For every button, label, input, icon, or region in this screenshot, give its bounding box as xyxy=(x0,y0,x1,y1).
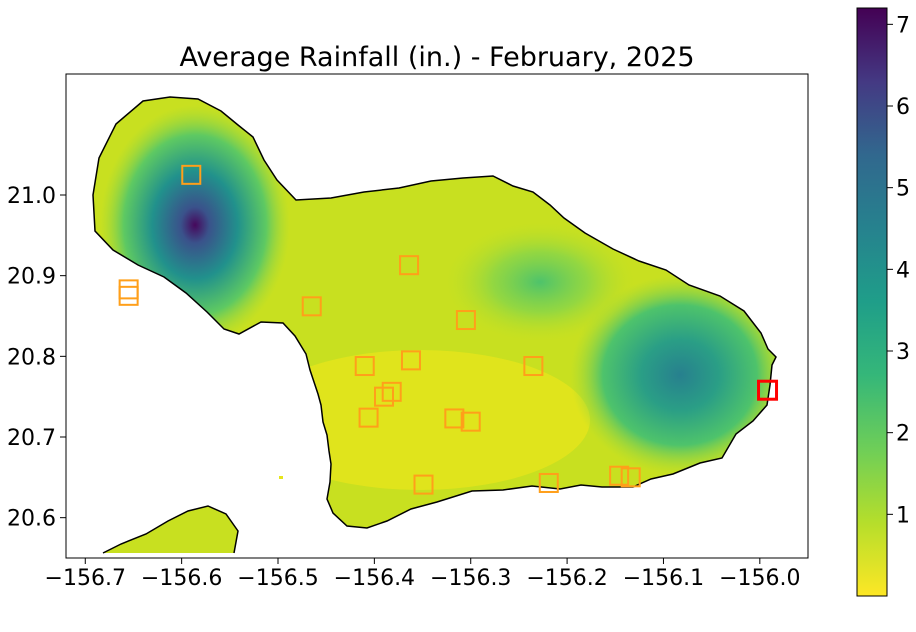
station-markers xyxy=(118,164,641,495)
y-tick-label: 20.8 xyxy=(7,345,56,370)
x-tick-label: −156.5 xyxy=(237,566,318,591)
y-tick-label: 20.9 xyxy=(7,265,56,290)
x-tick-label: −156.6 xyxy=(141,566,222,591)
colorbar: 1 2 3 4 5 6 7 xyxy=(856,7,910,597)
station-marker xyxy=(381,381,402,402)
plot-area xyxy=(65,73,809,559)
molokini-islet xyxy=(279,476,283,479)
colorbar-tick-label: 5 xyxy=(896,177,910,202)
station-marker xyxy=(301,296,322,317)
x-tick-label: −156.0 xyxy=(719,566,800,591)
highlighted-station-marker xyxy=(757,379,779,401)
y-tick-label: 20.6 xyxy=(7,507,56,532)
colorbar-tick-label: 2 xyxy=(896,422,910,447)
kahoolawe-coastline xyxy=(102,505,239,554)
station-marker xyxy=(358,407,379,428)
maui-coastline xyxy=(92,96,777,529)
station-marker xyxy=(354,356,375,377)
colorbar-tick-label: 1 xyxy=(896,503,910,528)
station-marker xyxy=(455,310,476,331)
station-marker xyxy=(413,474,434,495)
x-tick-label: −156.2 xyxy=(526,566,607,591)
central-rain-core xyxy=(445,222,635,342)
x-axis: −156.7 −156.6 −156.5 −156.4 −156.3 −156.2 −156… xyxy=(45,558,801,591)
x-tick-label: −156.4 xyxy=(334,566,415,591)
station-marker xyxy=(609,465,630,486)
station-marker xyxy=(460,411,481,432)
colorbar-tick-label: 6 xyxy=(896,95,910,120)
plot-frame xyxy=(65,73,809,559)
station-marker xyxy=(523,356,544,377)
colorbar-tick-label: 3 xyxy=(896,340,910,365)
colorbar-ticks: 1 2 3 4 5 6 7 xyxy=(887,13,910,528)
dry-zone xyxy=(250,350,590,490)
station-marker xyxy=(374,386,394,407)
highlighted-station-group xyxy=(757,379,779,401)
y-tick-label: 21.0 xyxy=(7,184,56,209)
station-marker xyxy=(399,255,420,276)
station-marker xyxy=(444,408,465,429)
x-tick-label: −156.1 xyxy=(623,566,704,591)
coastline xyxy=(92,96,777,554)
colorbar-tick-label: 4 xyxy=(896,258,910,283)
y-tick-label: 20.7 xyxy=(7,426,56,451)
station-marker xyxy=(620,467,641,488)
colorbar-tick-label: 7 xyxy=(896,13,910,38)
station-marker xyxy=(538,472,559,493)
station-marker xyxy=(400,350,421,371)
x-tick-label: −156.7 xyxy=(45,566,126,591)
x-tick-label: −156.3 xyxy=(430,566,511,591)
station-marker xyxy=(118,285,139,306)
station-marker xyxy=(181,164,202,185)
y-axis: 20.6 20.7 20.8 20.9 21.0 xyxy=(7,184,66,532)
east-maui-rain-core xyxy=(570,275,776,475)
colorbar-scale xyxy=(857,8,887,596)
colorbar-frame xyxy=(856,7,888,597)
chart-title: Average Rainfall (in.) - February, 2025 xyxy=(179,42,694,73)
